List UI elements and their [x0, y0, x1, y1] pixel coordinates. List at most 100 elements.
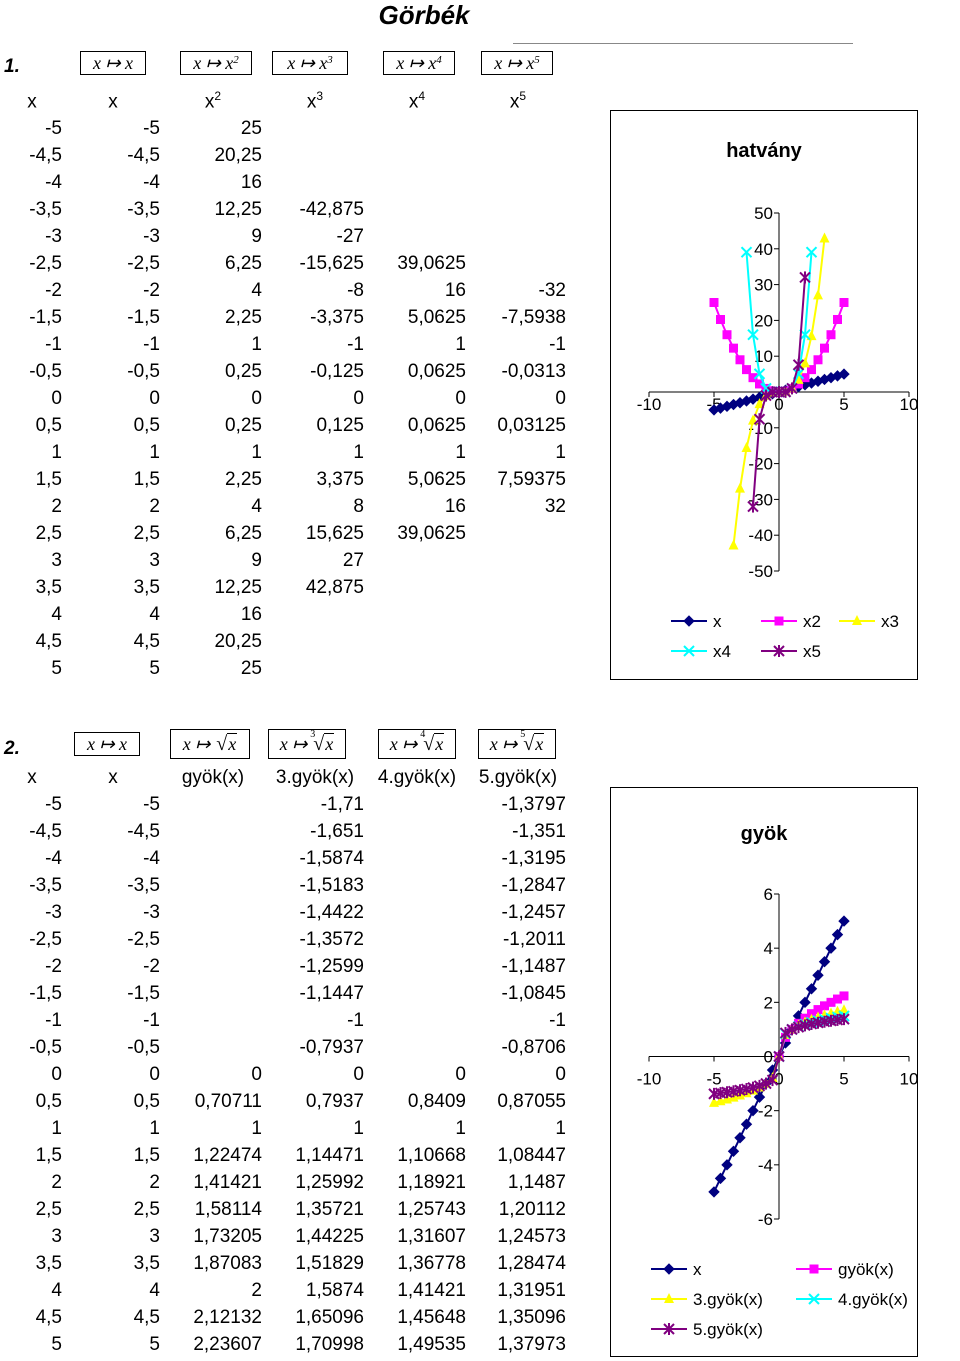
legend-label: x [693, 1260, 702, 1279]
table-row: -3 -3 9 -27 [0, 223, 568, 250]
table-cell: -3,5 [127, 198, 160, 220]
table-cell: -3 [143, 901, 160, 923]
table-cell: 1,5 [133, 468, 160, 490]
table-cell: -2 [45, 279, 62, 301]
root-symbol: 5 √x [520, 728, 545, 755]
diamond-marker [838, 368, 850, 380]
root-index: 3 [310, 728, 316, 740]
table-cell: 1 [555, 441, 566, 463]
table-cell: -5 [143, 793, 160, 815]
table-cell [366, 818, 468, 845]
triangle-marker [813, 289, 823, 300]
y-tick-label: 40 [754, 240, 773, 259]
x-tick-label: -10 [637, 395, 662, 414]
formula-text: x ↦ x [494, 52, 535, 73]
y-tick-label: -2 [758, 1102, 773, 1121]
table-cell: 1 [149, 1117, 160, 1139]
table-cell: -4 [45, 847, 62, 869]
x-tick-label: 5 [839, 1070, 848, 1089]
table-cell: -4 [143, 847, 160, 869]
table-cell: -1,1447 [299, 982, 364, 1004]
table-cell: 1 [455, 1117, 466, 1139]
table-cell: -1 [549, 333, 566, 355]
square-marker [820, 343, 829, 353]
table-row: 1 1 1 1 1 1 [0, 439, 568, 466]
table-cell: 0 [555, 1063, 566, 1085]
table-cell: 4,5 [133, 630, 160, 652]
star-marker [747, 1081, 759, 1094]
table-row: 0 0 0 0 0 0 [0, 1061, 568, 1088]
diamond-marker [799, 996, 811, 1009]
header-base: x [306, 91, 317, 113]
table-cell: -5 [45, 793, 62, 815]
table-cell: 1,35096 [497, 1306, 566, 1328]
star-marker [753, 1079, 766, 1092]
table-cell: 2,5 [133, 1198, 160, 1220]
table-cell: 4,5 [133, 1306, 160, 1328]
table-cell [468, 115, 568, 142]
table-cell [162, 845, 264, 872]
table-cell: 3 [149, 1225, 160, 1247]
table-row: -0,5 -0,5 -0,7937 -0,8706 [0, 1034, 568, 1061]
diamond-marker [753, 1091, 766, 1103]
column-header: 5.gyök(x) [478, 766, 558, 788]
diamond-marker [727, 1145, 740, 1157]
table-cell: 4,5 [35, 1306, 62, 1328]
table-cell [162, 953, 264, 980]
x-marker-stroke [799, 329, 811, 341]
table-cell: 3 [51, 549, 62, 571]
section-2-label: 2. [4, 738, 20, 759]
table-cell [366, 601, 468, 628]
table-cell: 6,25 [225, 252, 262, 274]
table-cell: -1,2457 [501, 901, 566, 923]
table-cell: 3 [149, 549, 160, 571]
diamond-marker [683, 615, 695, 627]
table-cell: 1,5 [35, 468, 62, 490]
triangle-marker [735, 482, 745, 493]
formula-exponent: 3 [327, 54, 333, 66]
star-marker [799, 271, 811, 284]
y-tick-label: 2 [764, 993, 773, 1012]
table-cell: -1 [347, 1009, 364, 1031]
table-cell: 1,5 [133, 1144, 160, 1166]
table-row: 4,5 4,5 2,12132 1,65096 1,45648 1,35096 [0, 1304, 568, 1331]
y-tick-label: 30 [754, 276, 773, 295]
table-cell: 25 [240, 117, 262, 139]
table-cell [366, 223, 468, 250]
column-header: gyök(x) [181, 766, 245, 788]
table-cell: 0,5 [133, 1090, 160, 1112]
star-marker [753, 413, 766, 426]
table-cell: 9 [251, 549, 262, 571]
table-cell [264, 655, 366, 682]
table-row: -1 -1 -1 -1 [0, 1007, 568, 1034]
table-cell [468, 547, 568, 574]
table-cell [468, 169, 568, 196]
table-row: 3 3 9 27 [0, 547, 568, 574]
diamond-marker [708, 1186, 720, 1198]
square-marker [800, 373, 810, 383]
table-cell: 1,18921 [397, 1171, 466, 1193]
table-cell: 1,87083 [193, 1252, 262, 1274]
square-marker [794, 379, 803, 389]
star-marker [779, 385, 792, 398]
table-cell [162, 926, 264, 953]
y-tick-label: -4 [758, 1156, 773, 1175]
table-cell [366, 926, 468, 953]
triangle-marker [728, 539, 739, 550]
table-cell: 1,5874 [305, 1279, 364, 1301]
column-header: x4 [366, 88, 468, 115]
legend-label: x4 [713, 642, 731, 661]
table-cell [366, 574, 468, 601]
table-cell: 1 [251, 333, 262, 355]
table-cell: -4 [143, 171, 160, 193]
star-marker [760, 1077, 772, 1090]
x-tick-label: -10 [637, 1070, 662, 1089]
table-cell: 7,59375 [497, 468, 566, 490]
triangle-marker [741, 441, 752, 452]
table-cell [162, 899, 264, 926]
table-cell: 5,0625 [407, 306, 466, 328]
diamond-marker [740, 1118, 753, 1130]
table-cell [162, 1007, 264, 1034]
square-marker [722, 330, 732, 340]
table-cell: -1,5 [29, 982, 62, 1004]
